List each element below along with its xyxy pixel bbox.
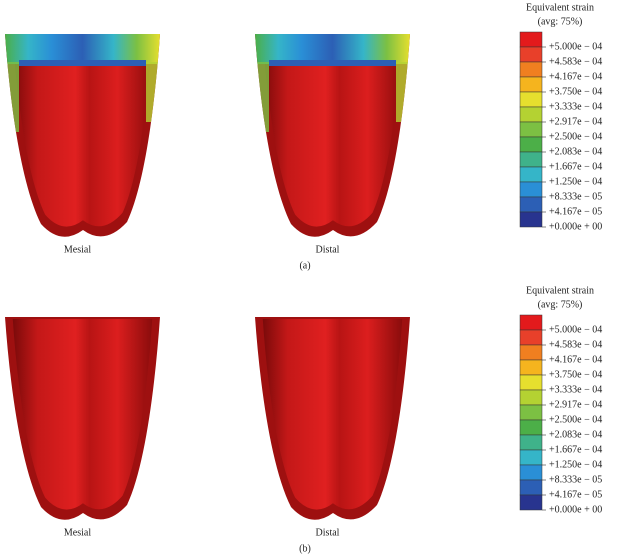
legend-label: +4.167e − 04 [549,71,602,82]
legend-title: Equivalent strain [526,2,594,13]
legend-swatch [519,329,543,346]
legend-label: +2.083e − 04 [549,146,602,157]
legend-swatch [519,374,543,391]
legend-label: +5.000e − 04 [549,324,602,335]
view-label: Mesial [64,244,91,255]
legend-swatch [519,61,543,78]
tooth-surface [12,319,153,510]
legend-swatch [519,166,543,183]
legend-swatch [519,46,543,63]
legend-label: +0.000e + 00 [549,504,602,515]
legend-swatch [519,344,543,361]
legend-label: +2.917e − 04 [549,399,602,410]
legend-label: +2.500e − 04 [549,414,602,425]
band-top [5,34,160,64]
tooth-view [255,317,410,520]
band-edge [19,60,146,66]
legend-swatch [519,479,543,496]
legend-label: +1.250e − 04 [549,459,602,470]
legend-label: +4.583e − 04 [549,56,602,67]
band-left [5,62,19,132]
legend-swatch [519,211,543,228]
legend-label: +4.167e − 04 [549,354,602,365]
legend-label: +0.000e + 00 [549,221,602,232]
legend-subtitle: (avg: 75%) [538,16,583,27]
legend-swatch [519,121,543,138]
legend-label: +2.500e − 04 [549,131,602,142]
legend-label: +5.000e − 04 [549,41,602,52]
band-right [396,62,410,122]
tooth-surface [262,319,403,510]
view-label: Distal [316,244,340,255]
tooth-view [5,34,160,237]
legend-label: +1.250e − 04 [549,176,602,187]
tooth-surface [262,36,403,227]
legend-label: +4.167e − 05 [549,206,602,217]
legend-label: +4.167e − 05 [549,489,602,500]
legend-swatch [519,181,543,198]
legend-subtitle: (avg: 75%) [538,299,583,310]
legend-swatch [519,151,543,168]
band-edge [269,60,396,66]
legend-swatch [519,434,543,451]
legend-swatch [519,136,543,153]
legend-label: +4.583e − 04 [549,339,602,350]
tooth-view [5,317,160,520]
view-label: Mesial [64,527,91,538]
legend-swatch [519,494,543,511]
strain-band [5,34,160,132]
tooth-surface [12,36,153,227]
legend-swatch [519,419,543,436]
legend-label: +2.917e − 04 [549,116,602,127]
legend-swatch [519,196,543,213]
legend-label: +8.333e − 05 [549,474,602,485]
legend-label: +1.667e − 04 [549,161,602,172]
legend-label: +1.667e − 04 [549,444,602,455]
legend-label: +3.333e − 04 [549,384,602,395]
legend-swatch [519,359,543,376]
panel-label: (a) [299,260,310,271]
legend-label: +2.083e − 04 [549,429,602,440]
panel-label: (b) [299,543,311,554]
tooth-view [255,34,410,237]
legend-swatch [519,31,543,48]
legend-label: +3.750e − 04 [549,86,602,97]
legend-swatch [519,76,543,93]
legend-swatch [519,314,543,331]
legend-label: +3.333e − 04 [549,101,602,112]
legend-swatch [519,404,543,421]
legend-title: Equivalent strain [526,285,594,296]
band-right [146,62,160,122]
legend-swatch [519,106,543,123]
legend-swatch [519,91,543,108]
legend-swatch [519,389,543,406]
legend-label: +3.750e − 04 [549,369,602,380]
legend-swatch [519,449,543,466]
legend-swatch [519,464,543,481]
legend-label: +8.333e − 05 [549,191,602,202]
band-left [255,62,269,132]
band-top [255,34,410,64]
view-label: Distal [316,527,340,538]
